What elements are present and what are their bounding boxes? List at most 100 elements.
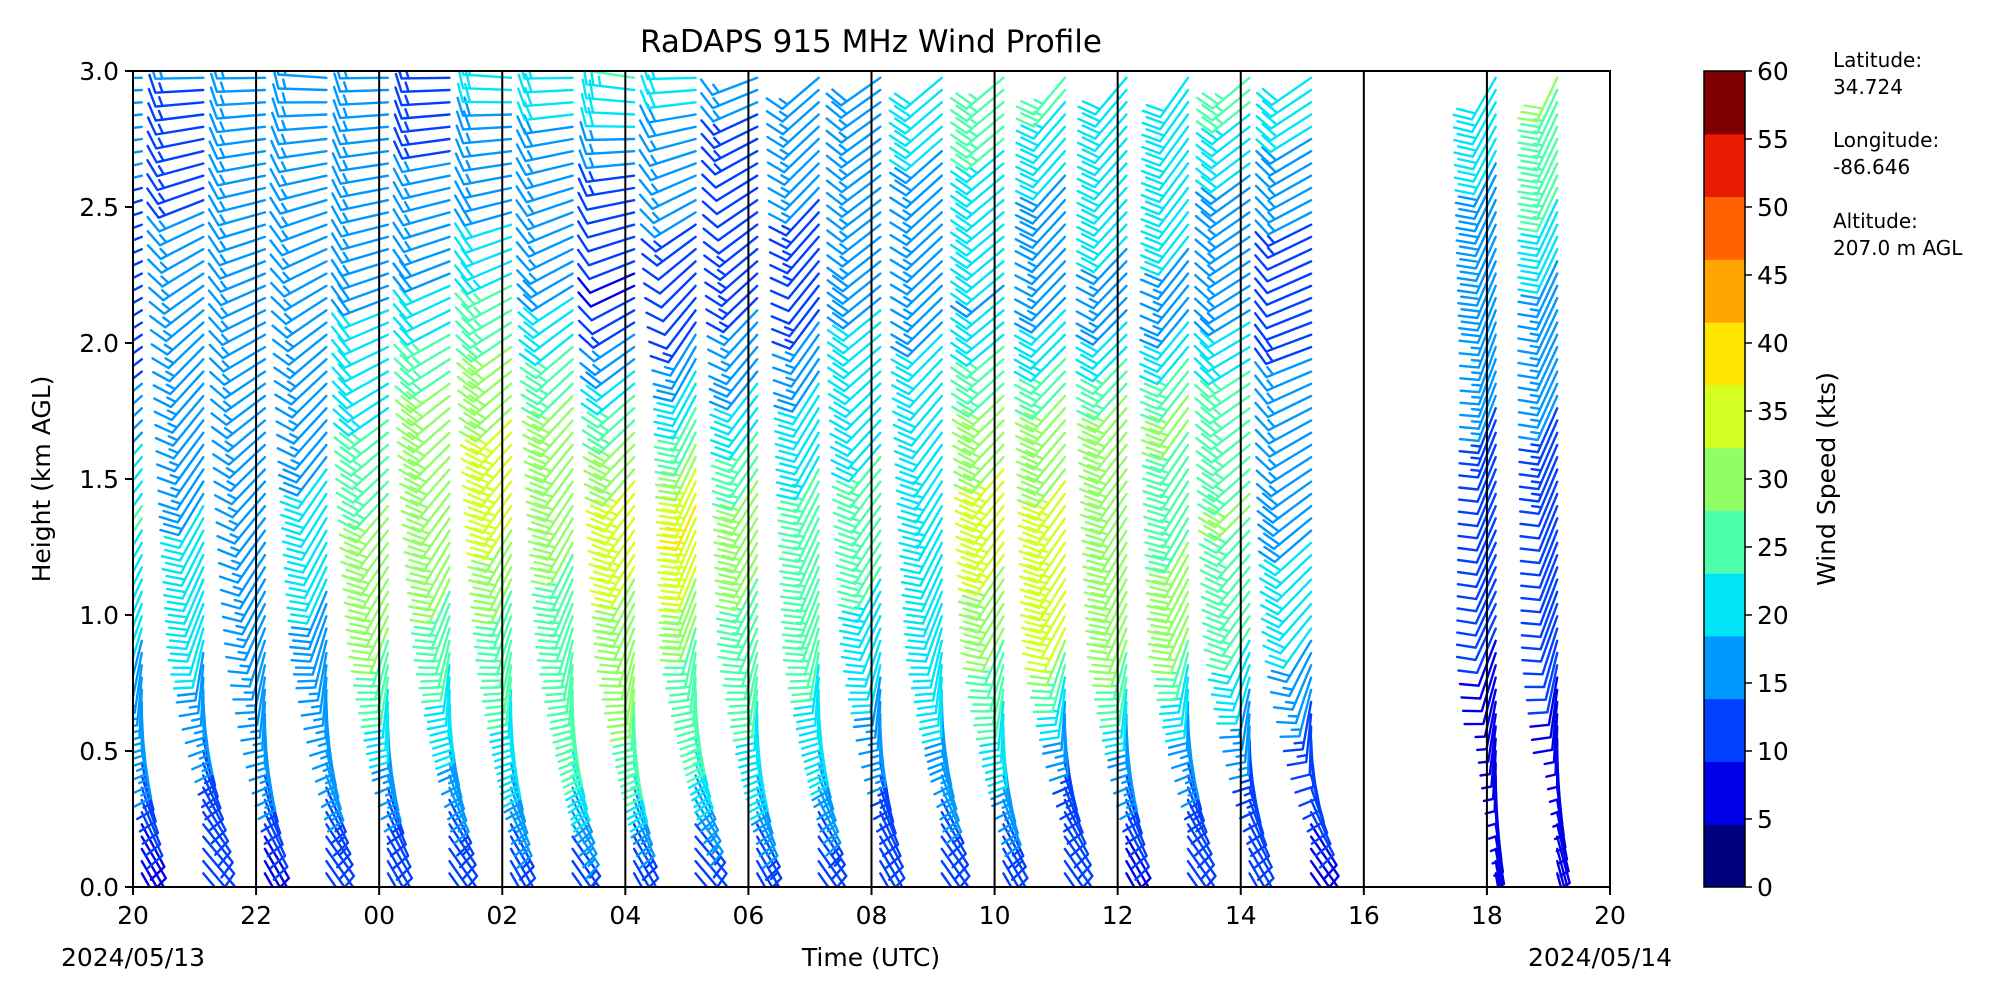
wind-barb [1199,529,1251,568]
wind-barb [146,199,205,219]
wind-barb [517,296,574,326]
wind-barb [1196,468,1251,503]
wind-barb [710,419,759,461]
wind-barb [140,823,166,881]
wind-barb [1517,370,1559,417]
wind-barb [826,223,882,256]
wind-barb [1032,664,1067,714]
wind-barb [951,407,1005,444]
wind-barb [393,333,451,360]
wind-barb [283,529,328,574]
wind-barb [641,235,697,267]
wind-barb [280,480,328,523]
wind-barb [518,321,574,353]
wind-barb [1253,333,1313,353]
wind-barb [756,835,783,887]
wind-barb [638,134,697,153]
colorbar-tick-label: 5 [1757,805,1773,834]
wind-barb [1255,137,1313,166]
wind-barb [1200,554,1251,593]
wind-barb [577,260,636,281]
wind-barb [1141,88,1190,131]
wind-barb [407,554,451,599]
wind-barb [1014,248,1067,286]
y-axis-ticks: 0.0 0.5 1.0 1.5 2.0 2.5 3.0 [79,57,133,902]
wind-barb [355,651,390,701]
wind-barb [839,602,882,649]
wind-barb [1195,125,1251,158]
wind-barb [217,517,267,558]
wind-barb [940,811,967,869]
wind-barb [1254,260,1313,283]
wind-barb [817,823,846,880]
wind-barb [271,97,328,118]
wind-barb [1194,394,1251,425]
wind-barb [413,615,451,663]
wind-barb [639,211,697,239]
wind-barb [208,181,267,200]
wind-barb [1140,174,1190,216]
wind-barb [1193,345,1251,373]
wind-barb [1144,529,1190,574]
wind-barb [398,456,451,494]
wind-barb [1015,407,1067,446]
wind-barb [702,211,759,242]
wind-barb [955,505,1005,546]
wind-barb [893,407,943,447]
wind-barb [1517,162,1559,209]
wind-barb [950,76,1005,110]
wind-barb [208,333,267,360]
wind-barb [151,333,205,370]
wind-barb [1014,235,1067,274]
wind-barb [463,480,513,522]
wind-barb [580,370,636,403]
wind-barb [904,602,943,651]
wind-barb [1020,566,1067,609]
wind-barb [1309,872,1323,887]
wind-barb [455,309,513,336]
wind-barb [1002,860,1020,887]
wind-barb [577,309,636,336]
wind-barb [826,211,882,243]
wind-barb [1257,505,1313,537]
wind-barb [146,116,205,136]
wind-barb [225,615,267,662]
wind-barb [151,71,205,80]
wind-barb [1139,333,1190,373]
wind-barb [829,419,882,457]
wind-barb [1015,419,1067,459]
wind-barb [297,651,328,704]
wind-barb [332,382,390,410]
wind-barb [523,431,574,471]
wind-barb [832,468,882,509]
wind-barb [1255,443,1313,472]
wind-barb [272,83,328,104]
wind-barb [1517,296,1559,343]
longitude-label: Longitude: [1833,128,1939,152]
colorbar-tick-label: 60 [1757,57,1789,86]
wind-barb [1520,590,1559,639]
wind-barb [817,860,839,887]
wind-barb [715,566,759,612]
y-axis-label: Height (km AGL) [27,376,56,583]
wind-barb [640,223,697,253]
wind-barb [214,468,267,506]
wind-barb [1013,333,1067,371]
wind-barb [207,235,267,254]
wind-barb [528,517,574,561]
wind-barb [1015,431,1067,471]
wind-barb [133,407,143,419]
wind-barb [581,78,636,104]
wind-barb [704,272,759,308]
wind-barb [954,480,1005,520]
wind-barb [515,211,574,231]
wind-barb [654,431,697,477]
wind-barb [1255,468,1313,498]
wind-barb [290,615,328,663]
wind-barb [398,443,451,481]
wind-barb [331,358,390,383]
colorbar-tick-label: 40 [1757,329,1789,358]
wind-barb [133,272,143,280]
wind-barb [221,578,267,623]
wind-barb [1140,186,1190,228]
